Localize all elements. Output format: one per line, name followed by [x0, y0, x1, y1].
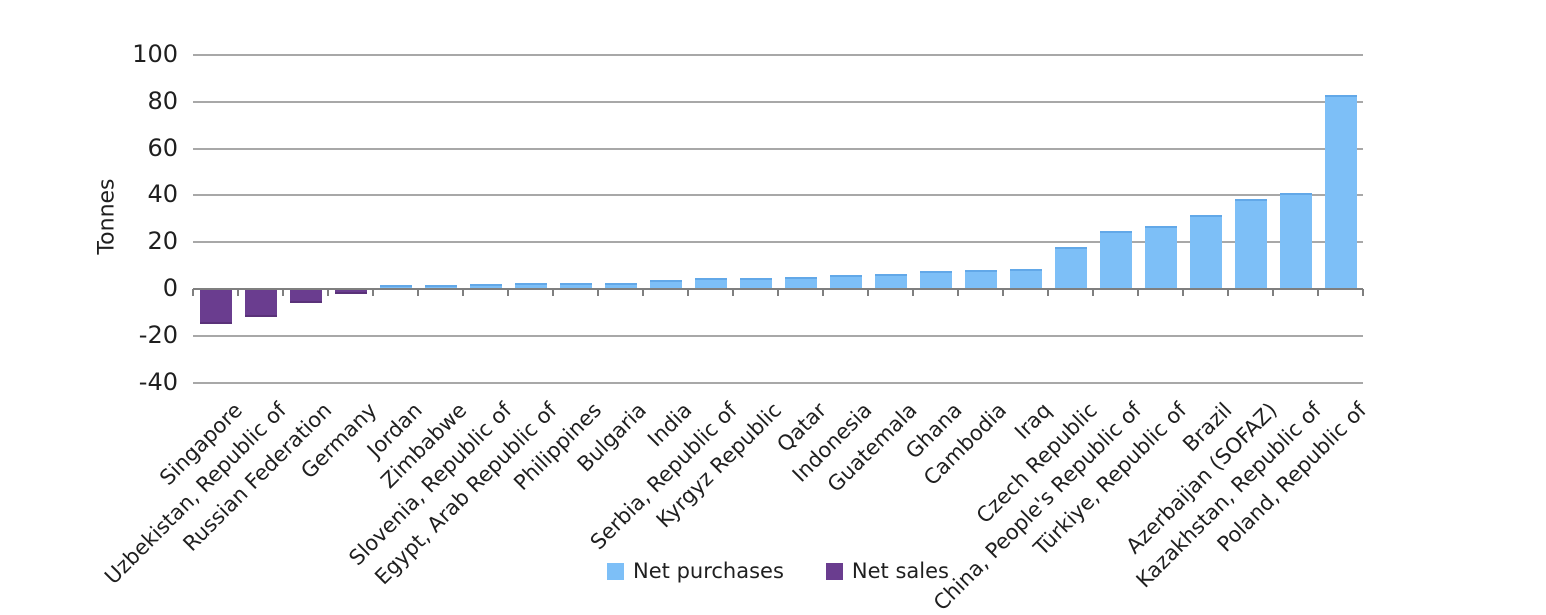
bar-germany [334, 289, 367, 294]
x-axis-tick [1047, 289, 1049, 296]
y-tick-label-40: 40 [147, 180, 178, 209]
y-tick-label-0: 0 [162, 274, 178, 302]
x-axis-tick [1227, 289, 1229, 296]
gridline--20 [193, 334, 1363, 337]
net-purchases-label: Net purchases [633, 559, 784, 583]
net-purchases-swatch [607, 562, 625, 580]
x-axis-tick [597, 289, 599, 296]
legend-item-net-purchases: Net purchases [607, 559, 784, 583]
x-axis-tick [552, 289, 554, 296]
x-axis-tick [687, 289, 689, 296]
x-axis-tick [867, 289, 869, 296]
x-axis-tick [912, 289, 914, 296]
x-axis-tick [1272, 289, 1274, 296]
x-axis-tick [372, 289, 374, 296]
y-tick-label-80: 80 [147, 86, 178, 115]
x-axis-tick [1002, 289, 1004, 296]
bar-guatemala [874, 273, 907, 289]
gridline-80 [193, 100, 1363, 103]
y-tick-label--40: -40 [138, 367, 178, 396]
bar-slovenia-republic-of [469, 284, 502, 289]
gridline-60 [193, 147, 1363, 150]
x-axis-tick [1092, 289, 1094, 296]
x-axis-tick [1137, 289, 1139, 296]
bar-singapore [199, 289, 232, 325]
x-axis-tick [642, 289, 644, 296]
bar-egypt-arab-republic-of [514, 283, 547, 289]
legend-item-net-sales: Net sales [825, 559, 949, 583]
y-tick-label-100: 100 [132, 40, 178, 68]
bar-poland-republic-of [1324, 94, 1357, 289]
x-axis-tick [417, 289, 419, 296]
bar-philippines [559, 283, 592, 289]
bar-t-rkiye-republic-of [1144, 225, 1177, 289]
x-axis-tick [327, 289, 329, 296]
bar-russian-federation [289, 289, 322, 304]
gridline-40 [193, 194, 1363, 197]
gridline-20 [193, 241, 1363, 244]
net-sales-swatch [825, 562, 843, 580]
bar-bulgaria [604, 283, 637, 289]
x-axis-tick [957, 289, 959, 296]
x-axis-tick [237, 289, 239, 296]
bar-jordan [379, 285, 412, 289]
bar-china-people-s-republic-of [1099, 230, 1132, 289]
x-axis-tick [822, 289, 824, 296]
x-axis-tick [462, 289, 464, 296]
bar-zimbabwe [424, 285, 457, 289]
bar-kazakhstan-republic-of [1279, 193, 1312, 289]
gridline--40 [193, 381, 1363, 384]
bar-uzbekistan-republic-of [244, 289, 277, 318]
x-axis-tick [777, 289, 779, 296]
bar-kyrgyz-republic [739, 278, 772, 289]
bar-iraq [1009, 269, 1042, 289]
legend: Net purchases Net sales [193, 558, 1363, 584]
net-sales-label: Net sales [851, 559, 949, 583]
x-axis-tick [507, 289, 509, 296]
bar-cambodia [964, 270, 997, 289]
x-axis-tick [732, 289, 734, 296]
bar-serbia-republic-of [694, 278, 727, 289]
bar-qatar [784, 277, 817, 289]
y-tick-label-60: 60 [147, 133, 178, 162]
y-tick-label-20: 20 [147, 227, 178, 256]
bar-indonesia [829, 274, 862, 289]
x-axis-tick [1362, 289, 1364, 296]
x-axis-tick [1182, 289, 1184, 296]
y-tick-label--20: -20 [138, 320, 178, 349]
bar-azerbaijan-sofaz [1234, 198, 1267, 289]
bar-czech-republic [1054, 246, 1087, 289]
bar-india [649, 279, 682, 289]
x-axis-tick [282, 289, 284, 296]
x-axis-tick [1317, 289, 1319, 296]
bar-brazil [1189, 215, 1222, 289]
bar-ghana [919, 271, 952, 289]
gridline-100 [193, 54, 1363, 56]
x-axis-tick [192, 289, 194, 296]
